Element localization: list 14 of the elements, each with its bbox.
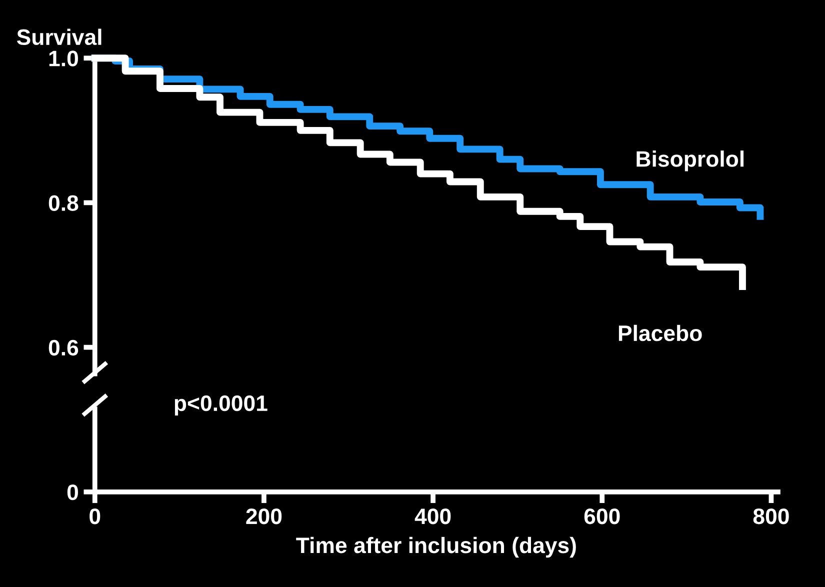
x-tick-label: 400	[414, 508, 451, 524]
x-tick-label: 600	[584, 508, 620, 524]
x-tick-label: 200	[246, 508, 282, 524]
y-tick-label: 0	[67, 484, 78, 500]
y-tick-label: 0.6	[48, 340, 78, 356]
x-tick-label: 800	[753, 508, 789, 524]
y-tick-label: 1.0	[49, 50, 78, 66]
text: Placebo	[618, 324, 702, 342]
x-tick-label: 0	[90, 508, 100, 524]
annotation: p<0.0001	[174, 395, 268, 416]
y-axis-title: Survival	[16, 28, 102, 46]
series-label: Bisoprolol	[636, 150, 744, 172]
x-axis-title: Time after inclusion (days)	[296, 536, 576, 558]
y-tick-label: 0.8	[48, 195, 78, 211]
